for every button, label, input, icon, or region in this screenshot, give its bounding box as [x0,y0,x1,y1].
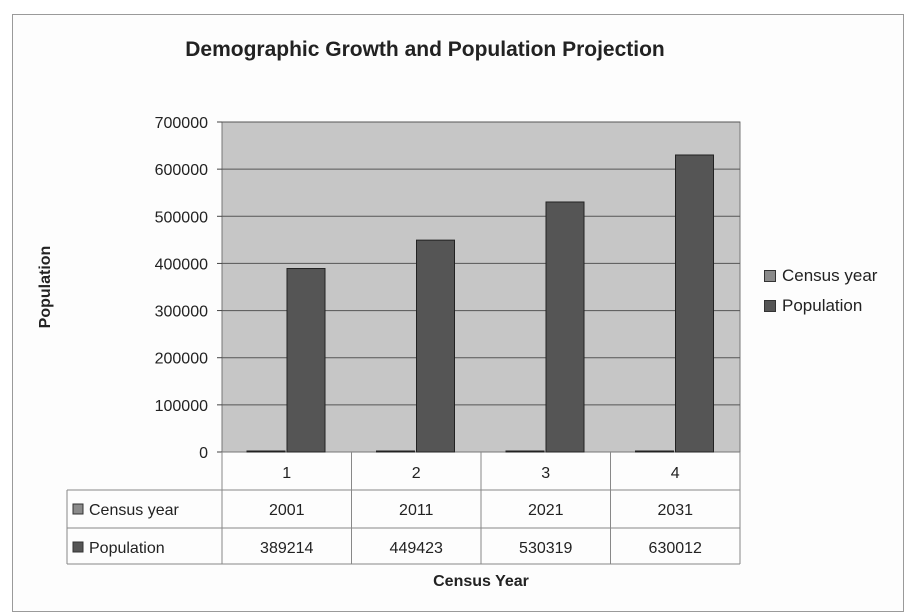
x-axis-label: Census Year [433,573,529,590]
table-cell: 2031 [657,502,693,519]
table-cell: 630012 [649,540,702,557]
bar-census-year-1 [246,450,286,453]
table-row-label: Population [89,540,165,557]
y-tick-label: 100000 [155,398,208,415]
table-cell: 2021 [528,502,564,519]
table-swatch-population [72,541,84,553]
legend-item-population: Population [764,291,877,321]
table-cell: 449423 [390,540,443,557]
bar-population-2 [416,239,455,453]
bar-census-year-3 [505,450,545,453]
table-cell: 530319 [519,540,572,557]
table-row-label: Census year [89,502,179,519]
legend-swatch-population [764,300,776,312]
table-cell: 2011 [399,502,434,519]
y-tick-label: 0 [199,445,208,462]
bar-population-4 [675,154,714,453]
x-tick-label: 1 [282,465,291,482]
y-tick-label: 700000 [155,115,208,132]
x-tick-label: 2 [412,465,421,482]
table-swatch-census-year [72,503,84,515]
bar-census-year-2 [376,450,415,453]
y-tick-label: 300000 [155,304,208,321]
legend-swatch-census-year [764,270,776,282]
bar-census-year-4 [635,450,674,453]
legend: Census year Population [764,261,877,321]
bar-population-3 [545,201,585,453]
y-tick-label: 600000 [155,162,208,179]
x-tick-label: 4 [671,465,680,482]
table-cell: 2001 [269,502,305,519]
legend-item-census-year: Census year [764,261,877,291]
bar-population-1 [286,268,326,453]
y-tick-label: 500000 [155,209,208,226]
legend-label-census-year: Census year [782,266,878,285]
y-tick-label: 200000 [155,351,208,368]
chart-title: Demographic Growth and Population Projec… [185,38,665,61]
x-tick-label: 3 [541,465,550,482]
table-cell: 389214 [260,540,313,557]
y-tick-label: 400000 [155,256,208,273]
legend-label-population: Population [782,296,863,315]
